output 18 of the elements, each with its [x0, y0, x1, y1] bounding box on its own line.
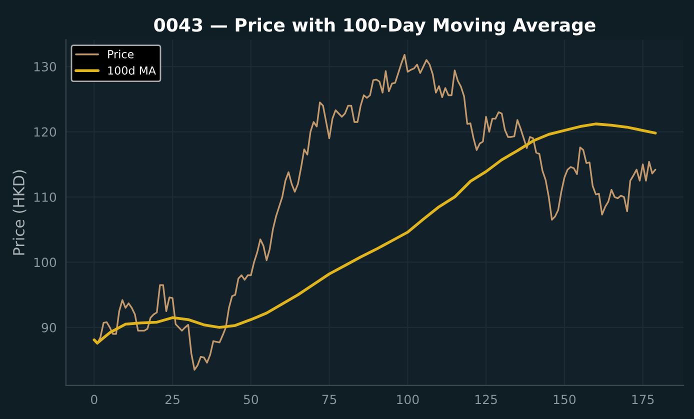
legend-label: Price: [108, 50, 134, 58]
x-tick-label: 0: [90, 394, 98, 404]
x-tick-label: 25: [165, 394, 180, 404]
y-tick-label: 110: [34, 192, 56, 202]
x-tick-label: 150: [554, 394, 576, 404]
y-axis-title: Price (HKD): [12, 170, 26, 255]
x-tick-label: 125: [476, 394, 497, 404]
y-tick-label: 100: [34, 258, 56, 268]
x-tick-label: 100: [397, 394, 419, 404]
x-tick-label: 50: [244, 394, 258, 404]
legend-label: 100d MA: [108, 66, 156, 75]
y-tick-label: 120: [34, 127, 56, 137]
x-tick-label: 75: [322, 394, 336, 404]
y-tick-label: 90: [42, 322, 56, 332]
y-tick-label: 130: [34, 62, 56, 72]
x-tick-label: 175: [632, 394, 654, 404]
chart-title: 0043 — Price with 100-Day Moving Average: [154, 18, 596, 36]
line-series: [92, 122, 657, 344]
